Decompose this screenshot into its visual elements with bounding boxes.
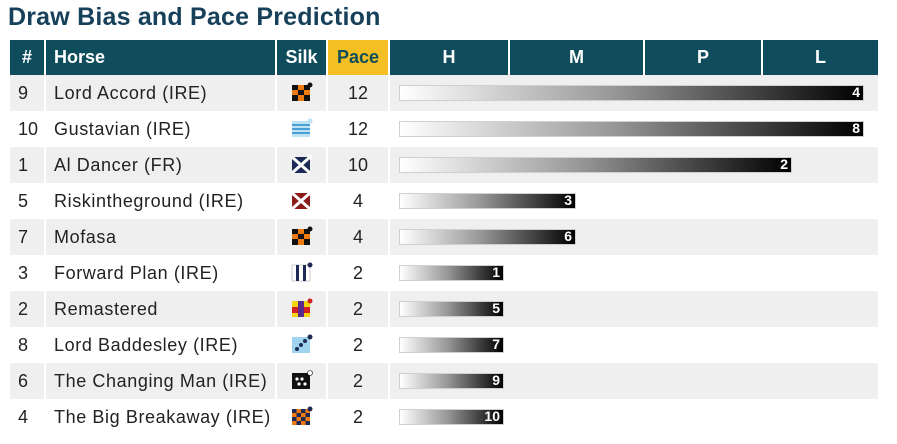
pace-value: 2 [328, 327, 390, 363]
header-pace: Pace [328, 40, 390, 75]
table-row: 5 Riskintheground (IRE) 4 3 [10, 183, 878, 219]
pace-bar-cell: 10 [390, 399, 878, 435]
table-body: 9 Lord Accord (IRE) 12 4 10 Gustavian (I… [10, 75, 878, 435]
orange-navy-check-silk-icon [277, 399, 328, 435]
white-navy-stripes-silk-icon [277, 255, 328, 291]
pace-value: 12 [328, 111, 390, 147]
header-l: L [815, 47, 826, 67]
horse-name: Remastered [46, 291, 277, 327]
row-number: 8 [10, 327, 46, 363]
horse-name: The Big Breakaway (IRE) [46, 399, 277, 435]
pace-bar-label: 1 [492, 264, 500, 280]
table-row: 4 The Big Breakaway (IRE) 2 10 [10, 399, 878, 435]
pace-bar-label: 3 [564, 192, 572, 208]
yellow-red-purple-silk-icon [277, 291, 328, 327]
pace-value: 2 [328, 291, 390, 327]
pace-bar-cell: 1 [390, 255, 878, 291]
table-row: 8 Lord Baddesley (IRE) 2 7 [10, 327, 878, 363]
light-blue-hoops-silk-icon [277, 111, 328, 147]
row-number: 2 [10, 291, 46, 327]
pace-bar: 7 [399, 336, 504, 353]
pace-bar-cell: 7 [390, 327, 878, 363]
pace-bar: 2 [399, 156, 792, 173]
header-horse: Horse [46, 40, 277, 75]
horse-name: Lord Baddesley (IRE) [46, 327, 277, 363]
horse-name: Forward Plan (IRE) [46, 255, 277, 291]
row-number: 9 [10, 75, 46, 111]
pace-bar-cell: 5 [390, 291, 878, 327]
table-row: 1 Al Dancer (FR) 10 2 [10, 147, 878, 183]
horse-name: Al Dancer (FR) [46, 147, 277, 183]
pace-bar: 5 [399, 300, 504, 317]
pace-bar-label: 7 [492, 336, 500, 352]
pace-bar: 9 [399, 372, 504, 389]
navy-white-cross-silk-icon [277, 147, 328, 183]
pace-bar: 8 [399, 120, 864, 137]
row-number: 7 [10, 219, 46, 255]
pace-value: 12 [328, 75, 390, 111]
table-row: 7 Mofasa 4 6 [10, 219, 878, 255]
pace-value: 2 [328, 255, 390, 291]
header-p: P [645, 40, 763, 75]
header-silk: Silk [277, 40, 328, 75]
row-number: 6 [10, 363, 46, 399]
orange-black-check-silk-icon [277, 75, 328, 111]
pace-bar: 10 [399, 408, 504, 425]
pace-table: # Horse Silk Pace H M P L 9 Lord Accord … [10, 40, 878, 435]
pace-value: 2 [328, 363, 390, 399]
maroon-white-cross-silk-icon [277, 183, 328, 219]
row-number: 10 [10, 111, 46, 147]
row-number: 4 [10, 399, 46, 435]
pace-bar-label: 6 [564, 228, 572, 244]
pace-value: 4 [328, 183, 390, 219]
pace-bar-label: 9 [492, 372, 500, 388]
pace-value: 2 [328, 399, 390, 435]
pace-bar-cell: 3 [390, 183, 878, 219]
pace-bar-label: 5 [492, 300, 500, 316]
pace-bar-cell: 4 [390, 75, 878, 111]
pace-value: 4 [328, 219, 390, 255]
header-number: # [10, 40, 46, 75]
pace-bar-cell: 8 [390, 111, 878, 147]
page-title: Draw Bias and Pace Prediction [8, 3, 381, 31]
pace-bar-label: 4 [852, 84, 860, 100]
table-row: 3 Forward Plan (IRE) 2 1 [10, 255, 878, 291]
table-header: # Horse Silk Pace H M P L [10, 40, 878, 75]
horse-name: Mofasa [46, 219, 277, 255]
table-row: 6 The Changing Man (IRE) 2 9 [10, 363, 878, 399]
horse-name: Riskintheground (IRE) [46, 183, 277, 219]
pace-bar: 4 [399, 84, 864, 101]
table-row: 10 Gustavian (IRE) 12 8 [10, 111, 878, 147]
pace-bar-label: 10 [484, 408, 500, 424]
pace-bar: 1 [399, 264, 504, 281]
table-row: 9 Lord Accord (IRE) 12 4 [10, 75, 878, 111]
pace-value: 10 [328, 147, 390, 183]
black-white-spots-silk-icon [277, 363, 328, 399]
pace-bar-cell: 9 [390, 363, 878, 399]
orange-black-check-silk-icon [277, 219, 328, 255]
table-row: 2 Remastered 2 5 [10, 291, 878, 327]
light-blue-navy-spots-silk-icon [277, 327, 328, 363]
pace-bar-label: 8 [852, 120, 860, 136]
row-number: 3 [10, 255, 46, 291]
horse-name: The Changing Man (IRE) [46, 363, 277, 399]
pace-bar: 6 [399, 228, 576, 245]
pace-bar-label: 2 [780, 156, 788, 172]
row-number: 1 [10, 147, 46, 183]
row-number: 5 [10, 183, 46, 219]
horse-name: Lord Accord (IRE) [46, 75, 277, 111]
pace-bar-cell: 6 [390, 219, 878, 255]
pace-bar-cell: 2 [390, 147, 878, 183]
pace-bar: 3 [399, 192, 576, 209]
header-m: M [510, 40, 645, 75]
horse-name: Gustavian (IRE) [46, 111, 277, 147]
header-h: H [390, 40, 510, 75]
